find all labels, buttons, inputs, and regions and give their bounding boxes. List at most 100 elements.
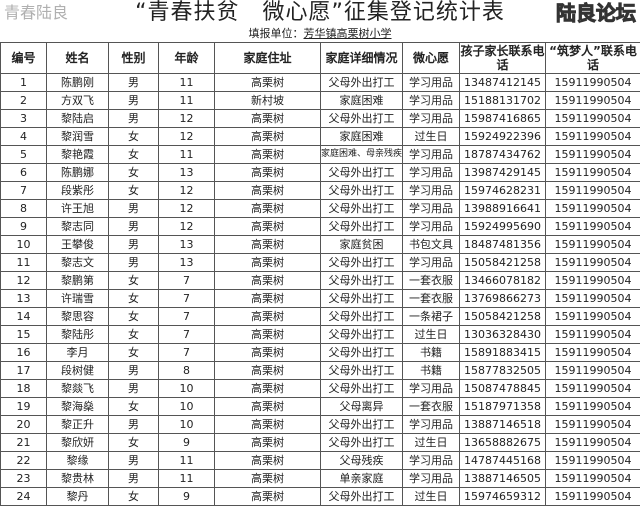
table-cell[interactable]: 10 — [158, 415, 215, 434]
table-cell[interactable]: 陈鹏娜 — [46, 163, 109, 182]
table-cell[interactable]: 许瑞雪 — [46, 289, 109, 308]
table-cell[interactable]: 15911990504 — [545, 307, 640, 326]
table-cell[interactable]: 11 — [158, 73, 215, 92]
table-cell[interactable]: 新村坡 — [214, 91, 321, 110]
table-cell[interactable]: 15188131702 — [459, 91, 546, 110]
table-cell[interactable]: 15911990504 — [545, 217, 640, 236]
table-cell[interactable]: 陈鹏刚 — [46, 73, 109, 92]
table-cell[interactable]: 12 — [158, 181, 215, 200]
table-cell[interactable]: 学习用品 — [402, 253, 460, 272]
table-cell[interactable]: 15911990504 — [545, 73, 640, 92]
table-cell[interactable]: 黎润雪 — [46, 127, 109, 146]
table-cell[interactable]: 父母外出打工 — [320, 487, 403, 506]
table-cell[interactable]: 女 — [108, 145, 159, 164]
table-cell[interactable]: 父母外出打工 — [320, 343, 403, 362]
table-cell[interactable]: 黎陆彤 — [46, 325, 109, 344]
table-cell[interactable]: 11 — [158, 145, 215, 164]
table-cell[interactable]: 13466078182 — [459, 271, 546, 290]
table-cell[interactable]: 13887146518 — [459, 415, 546, 434]
table-cell[interactable]: 15087478845 — [459, 379, 546, 398]
table-cell[interactable]: 学习用品 — [402, 73, 460, 92]
table-cell[interactable]: 学习用品 — [402, 469, 460, 488]
table-cell[interactable]: 男 — [108, 91, 159, 110]
table-cell[interactable]: 学习用品 — [402, 181, 460, 200]
table-cell[interactable]: 18 — [0, 379, 47, 398]
table-cell[interactable]: 12 — [158, 217, 215, 236]
table-cell[interactable]: 4 — [0, 127, 47, 146]
table-cell[interactable]: 黎鹏第 — [46, 271, 109, 290]
table-cell[interactable]: 17 — [0, 361, 47, 380]
table-cell[interactable]: 父母残疾 — [320, 451, 403, 470]
table-cell[interactable]: 黎志文 — [46, 253, 109, 272]
table-cell[interactable]: 15911990504 — [545, 91, 640, 110]
table-cell[interactable]: 父母外出打工 — [320, 289, 403, 308]
table-cell[interactable]: 15911990504 — [545, 469, 640, 488]
table-cell[interactable]: 15911990504 — [545, 253, 640, 272]
table-cell[interactable]: 父母外出打工 — [320, 199, 403, 218]
table-cell[interactable]: 10 — [158, 397, 215, 416]
table-cell[interactable]: 高栗树 — [214, 325, 321, 344]
table-cell[interactable]: 15924922396 — [459, 127, 546, 146]
table-cell[interactable]: 高栗树 — [214, 415, 321, 434]
table-cell[interactable]: 父母外出打工 — [320, 181, 403, 200]
table-cell[interactable]: 男 — [108, 451, 159, 470]
table-cell[interactable]: 男 — [108, 235, 159, 254]
table-cell[interactable]: 黎海燊 — [46, 397, 109, 416]
table-cell[interactable]: 7 — [158, 289, 215, 308]
table-cell[interactable]: 2 — [0, 91, 47, 110]
table-cell[interactable]: 13 — [158, 235, 215, 254]
table-cell[interactable]: 15058421258 — [459, 253, 546, 272]
table-cell[interactable]: 14 — [0, 307, 47, 326]
table-cell[interactable]: 学习用品 — [402, 199, 460, 218]
table-cell[interactable]: 13 — [0, 289, 47, 308]
table-cell[interactable]: 高栗树 — [214, 361, 321, 380]
table-cell[interactable]: 父母外出打工 — [320, 433, 403, 452]
table-cell[interactable]: 家庭困难 — [320, 91, 403, 110]
table-cell[interactable]: 高栗树 — [214, 271, 321, 290]
table-cell[interactable]: 黎陆启 — [46, 109, 109, 128]
table-cell[interactable]: 15911990504 — [545, 289, 640, 308]
table-cell[interactable]: 过生日 — [402, 487, 460, 506]
table-cell[interactable]: 男 — [108, 199, 159, 218]
table-cell[interactable]: 11 — [158, 91, 215, 110]
table-cell[interactable]: 女 — [108, 487, 159, 506]
table-cell[interactable]: 13 — [158, 253, 215, 272]
table-cell[interactable]: 黎贵林 — [46, 469, 109, 488]
table-cell[interactable]: 方双飞 — [46, 91, 109, 110]
table-cell[interactable]: 23 — [0, 469, 47, 488]
table-cell[interactable]: 段紫彤 — [46, 181, 109, 200]
table-cell[interactable]: 10 — [158, 379, 215, 398]
table-cell[interactable]: 父母外出打工 — [320, 217, 403, 236]
table-cell[interactable]: 男 — [108, 361, 159, 380]
table-cell[interactable]: 过生日 — [402, 127, 460, 146]
table-cell[interactable]: 15 — [0, 325, 47, 344]
table-cell[interactable]: 18787434762 — [459, 145, 546, 164]
table-cell[interactable]: 父母外出打工 — [320, 361, 403, 380]
table-cell[interactable]: 3 — [0, 109, 47, 128]
table-cell[interactable]: 12 — [158, 109, 215, 128]
table-cell[interactable]: 15911990504 — [545, 235, 640, 254]
table-cell[interactable]: 15911990504 — [545, 109, 640, 128]
table-cell[interactable]: 女 — [108, 325, 159, 344]
table-cell[interactable]: 男 — [108, 415, 159, 434]
table-cell[interactable]: 18487481356 — [459, 235, 546, 254]
table-cell[interactable]: 15911990504 — [545, 451, 640, 470]
table-cell[interactable]: 黎燚飞 — [46, 379, 109, 398]
table-cell[interactable]: 学习用品 — [402, 91, 460, 110]
table-cell[interactable]: 高栗树 — [214, 397, 321, 416]
table-cell[interactable]: 13887146505 — [459, 469, 546, 488]
table-cell[interactable]: 女 — [108, 289, 159, 308]
table-cell[interactable]: 11 — [0, 253, 47, 272]
table-cell[interactable]: 8 — [158, 361, 215, 380]
table-cell[interactable]: 学习用品 — [402, 145, 460, 164]
table-cell[interactable]: 高栗树 — [214, 289, 321, 308]
table-cell[interactable]: 家庭困难 — [320, 127, 403, 146]
table-cell[interactable]: 黎丹 — [46, 487, 109, 506]
table-cell[interactable]: 书籍 — [402, 343, 460, 362]
table-cell[interactable]: 15911990504 — [545, 433, 640, 452]
table-cell[interactable]: 家庭贫困 — [320, 235, 403, 254]
table-cell[interactable]: 单亲家庭 — [320, 469, 403, 488]
table-cell[interactable]: 女 — [108, 397, 159, 416]
table-cell[interactable]: 黎正升 — [46, 415, 109, 434]
table-cell[interactable]: 男 — [108, 217, 159, 236]
